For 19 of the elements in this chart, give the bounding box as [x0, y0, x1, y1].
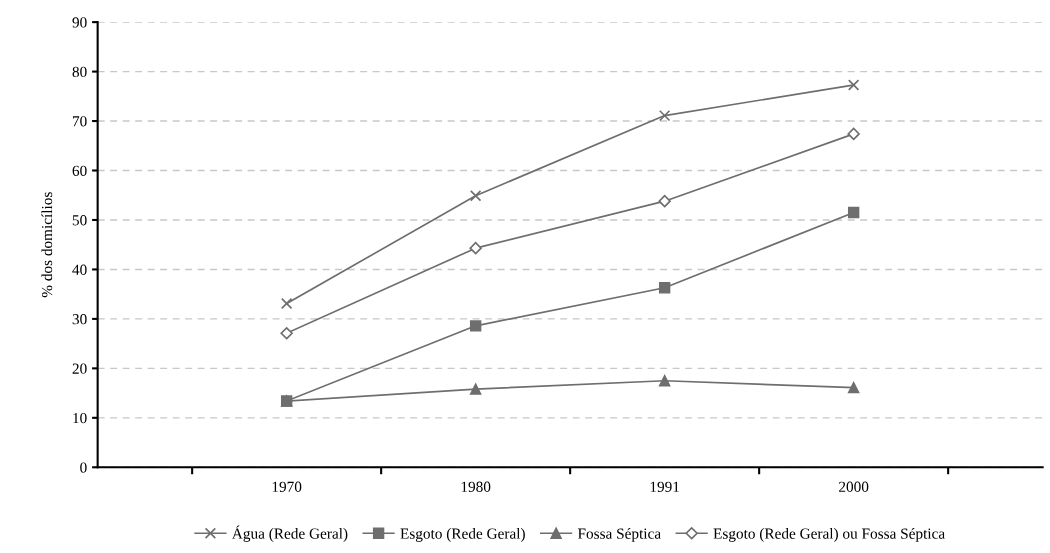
- y-tick-label: 50: [72, 215, 87, 226]
- x-tick-label: 1980: [461, 481, 491, 492]
- y-tick-label: 90: [72, 17, 87, 28]
- y-tick-label: 80: [72, 66, 87, 78]
- legend-label: Esgoto (Rede Geral) ou Fossa Séptica: [713, 528, 945, 542]
- y-tick-label: 10: [73, 412, 87, 424]
- legend-label: Água (Rede Geral): [231, 525, 348, 542]
- x-tick-label: 2000: [839, 481, 869, 492]
- y-tick-label: 30: [72, 314, 87, 325]
- y-tick-label: 0: [80, 462, 87, 473]
- y-tick-label: 70: [72, 116, 87, 127]
- y-axis-title: % dos domicílios: [41, 192, 53, 298]
- x-tick-label: 1991: [650, 481, 680, 492]
- x-tick-label: 1970: [272, 481, 302, 492]
- y-tick-label: 40: [72, 264, 87, 275]
- y-tick-label: 60: [72, 165, 87, 176]
- y-tick-label: 20: [72, 363, 87, 374]
- legend-label: Fossa Séptica: [577, 528, 661, 542]
- legend-label: Esgoto (Rede Geral): [400, 528, 525, 542]
